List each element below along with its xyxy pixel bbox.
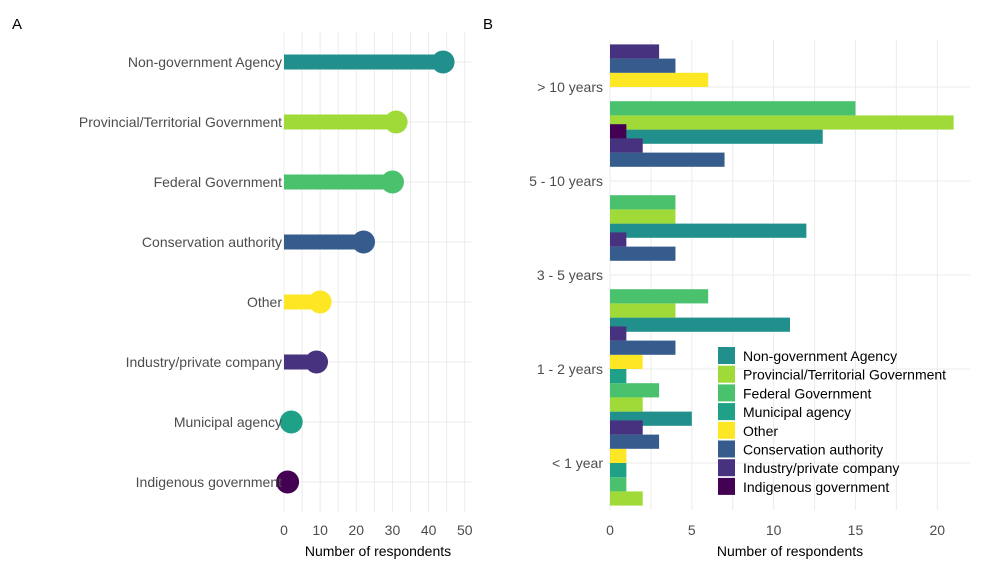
- panel-b-bar-chart: > 10 years 5 - 10 years 3 - 5 years 1 - 2 y…: [529, 40, 970, 559]
- legend-label-municipal-agency: Municipal agency: [743, 404, 851, 420]
- category-label-municipal-agency: Municipal agency: [174, 414, 282, 430]
- bar-federal-government-1-year: [610, 477, 627, 492]
- lollipop-point-indigenous-government: [276, 470, 300, 494]
- lollipop-point-provincial-territorial-government: [384, 110, 408, 134]
- panel-b-x-tick-labels: 0 5 10 15 20: [606, 522, 945, 538]
- legend-label-other: Other: [743, 423, 778, 439]
- category-label-1-year: < 1 year: [552, 455, 603, 471]
- lollipop-point-other: [308, 290, 332, 314]
- bar-federal-government-10-years: [610, 101, 856, 116]
- x-tick-label: 30: [385, 522, 401, 538]
- x-tick-label: 20: [349, 522, 365, 538]
- bar-indigenous-government-5-10-years: [610, 124, 627, 139]
- bar-conservation-authority-3-5-years: [610, 246, 676, 261]
- category-label-indigenous-government: Indigenous government: [136, 474, 282, 490]
- panel-a-label: A: [12, 16, 22, 33]
- lollipop-point-industry-private-company: [305, 350, 329, 374]
- bar-other-1-year: [610, 448, 627, 463]
- legend-key-other: [718, 421, 735, 439]
- panel-a-x-axis-title: Number of respondents: [305, 543, 451, 559]
- legend-label-non-government-agency: Non-government Agency: [743, 348, 897, 364]
- panel-a-marks: [276, 50, 455, 494]
- panel-b-x-axis-title: Number of respondents: [717, 543, 863, 559]
- lollipop-point-conservation-authority: [352, 230, 376, 254]
- bar-industry-private-company-1-2-years: [610, 326, 627, 341]
- x-tick-label: 20: [929, 522, 945, 538]
- bar-non-government-agency-3-5-years: [610, 317, 790, 332]
- x-tick-label: 0: [606, 522, 614, 538]
- bar-industry-private-company-5-10-years: [610, 138, 643, 153]
- bar-provincial-territorial-government-1-year: [610, 491, 643, 506]
- x-tick-label: 10: [766, 522, 782, 538]
- legend-label-indigenous-government: Indigenous government: [743, 479, 889, 495]
- legend-label-provincial-territorial-government: Provincial/Territorial Government: [743, 367, 946, 383]
- legend-key-industry-private-company: [718, 459, 735, 477]
- bar-conservation-authority-1-2-years: [610, 340, 676, 355]
- legend-key-non-government-agency: [718, 347, 735, 364]
- panel-b-category-labels: > 10 years 5 - 10 years 3 - 5 years 1 - 2 y…: [529, 79, 603, 471]
- panel-b-label: B: [483, 16, 493, 33]
- bar-other-1-2-years: [610, 354, 643, 369]
- bar-municipal-agency-1-year: [610, 463, 627, 478]
- bar-conservation-authority-10-years: [610, 58, 676, 73]
- category-label-industry-private-company: Industry/private company: [126, 354, 282, 370]
- lollipop-point-non-government-agency: [431, 50, 455, 74]
- legend-label-federal-government: Federal Government: [743, 385, 872, 401]
- category-label-10-years: > 10 years: [537, 79, 603, 95]
- panel-a-gridlines: [283, 32, 472, 512]
- lollipop-point-federal-government: [380, 170, 404, 194]
- bar-industry-private-company-1-year: [610, 420, 643, 435]
- legend-label-conservation-authority: Conservation authority: [743, 442, 883, 458]
- bar-federal-government-5-10-years: [610, 195, 676, 210]
- category-label-1-2-years: 1 - 2 years: [537, 361, 603, 377]
- bar-municipal-agency-1-2-years: [610, 369, 627, 384]
- bar-industry-private-company-3-5-years: [610, 232, 627, 247]
- x-tick-label: 0: [280, 522, 288, 538]
- bar-provincial-territorial-government-3-5-years: [610, 303, 676, 318]
- legend-key-provincial-territorial-government: [718, 365, 735, 383]
- bar-non-government-agency-5-10-years: [610, 223, 807, 238]
- panel-a-category-labels: Non-government Agency Provincial/Territor…: [79, 54, 282, 490]
- panel-b-legend: Non-government Agency Provincial/Territor…: [718, 347, 946, 495]
- x-tick-label: 5: [688, 522, 696, 538]
- bar-other-10-years: [610, 72, 709, 87]
- category-label-non-government-agency: Non-government Agency: [128, 54, 282, 70]
- bar-conservation-authority-1-year: [610, 434, 660, 449]
- x-tick-label: 15: [848, 522, 864, 538]
- bar-industry-private-company-10-years: [610, 44, 660, 59]
- x-tick-label: 40: [421, 522, 437, 538]
- x-tick-label: 50: [457, 522, 473, 538]
- legend-label-industry-private-company: Industry/private company: [743, 460, 899, 476]
- bar-federal-government-1-2-years: [610, 383, 660, 398]
- bar-provincial-territorial-government-10-years: [610, 115, 954, 130]
- category-label-provincial-territorial-government: Provincial/Territorial Government: [79, 114, 282, 130]
- bar-provincial-territorial-government-1-2-years: [610, 397, 643, 412]
- lollipop-point-municipal-agency: [279, 410, 303, 434]
- legend-key-municipal-agency: [718, 403, 735, 421]
- category-label-conservation-authority: Conservation authority: [142, 234, 282, 250]
- legend-key-conservation-authority: [718, 440, 735, 458]
- category-label-other: Other: [247, 294, 282, 310]
- x-tick-label: 10: [312, 522, 328, 538]
- category-label-3-5-years: 3 - 5 years: [537, 267, 603, 283]
- category-label-5-10-years: 5 - 10 years: [529, 173, 603, 189]
- bar-non-government-agency-10-years: [610, 129, 823, 144]
- panel-b-bars: [610, 44, 954, 506]
- bar-provincial-territorial-government-5-10-years: [610, 209, 676, 224]
- panel-a-x-tick-labels: 0 10 20 30 40 50: [280, 522, 473, 538]
- legend-key-federal-government: [718, 384, 735, 402]
- panel-a-lollipop-chart: Non-government Agency Provincial/Territor…: [79, 32, 473, 559]
- legend-key-indigenous-government: [718, 477, 735, 495]
- bar-conservation-authority-5-10-years: [610, 152, 725, 167]
- bar-federal-government-3-5-years: [610, 289, 709, 304]
- category-label-federal-government: Federal Government: [154, 174, 283, 190]
